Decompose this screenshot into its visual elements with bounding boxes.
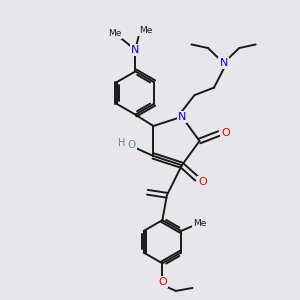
Text: Me: Me: [108, 29, 121, 38]
Text: O: O: [158, 277, 167, 287]
Text: N: N: [131, 45, 140, 55]
Text: N: N: [178, 112, 186, 122]
Text: H: H: [118, 138, 126, 148]
Text: Me: Me: [193, 219, 207, 228]
Text: N: N: [219, 58, 228, 68]
Text: O: O: [221, 128, 230, 139]
Text: O: O: [199, 177, 207, 187]
Text: Me: Me: [139, 26, 152, 35]
Text: O: O: [127, 140, 136, 151]
